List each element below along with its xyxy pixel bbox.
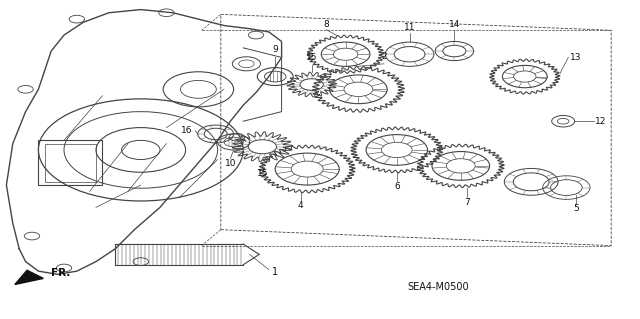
Text: 2: 2 <box>381 52 387 61</box>
Text: 8: 8 <box>324 20 329 29</box>
Text: 13: 13 <box>570 53 581 62</box>
Text: FR.: FR. <box>51 268 70 278</box>
Text: 4: 4 <box>298 201 303 210</box>
Text: 7: 7 <box>465 198 470 207</box>
Polygon shape <box>15 270 44 285</box>
Text: 9: 9 <box>273 45 278 54</box>
Text: 16: 16 <box>181 126 193 135</box>
Text: 5: 5 <box>573 204 579 213</box>
Text: 12: 12 <box>595 117 607 126</box>
Text: SEA4-M0500: SEA4-M0500 <box>408 282 469 292</box>
Text: 14: 14 <box>449 20 460 29</box>
Text: 11: 11 <box>404 23 415 32</box>
Text: 15: 15 <box>257 169 268 178</box>
Text: 15: 15 <box>306 53 317 62</box>
Text: 6: 6 <box>394 182 399 191</box>
Text: 10: 10 <box>225 160 236 168</box>
Text: 1: 1 <box>272 267 278 277</box>
